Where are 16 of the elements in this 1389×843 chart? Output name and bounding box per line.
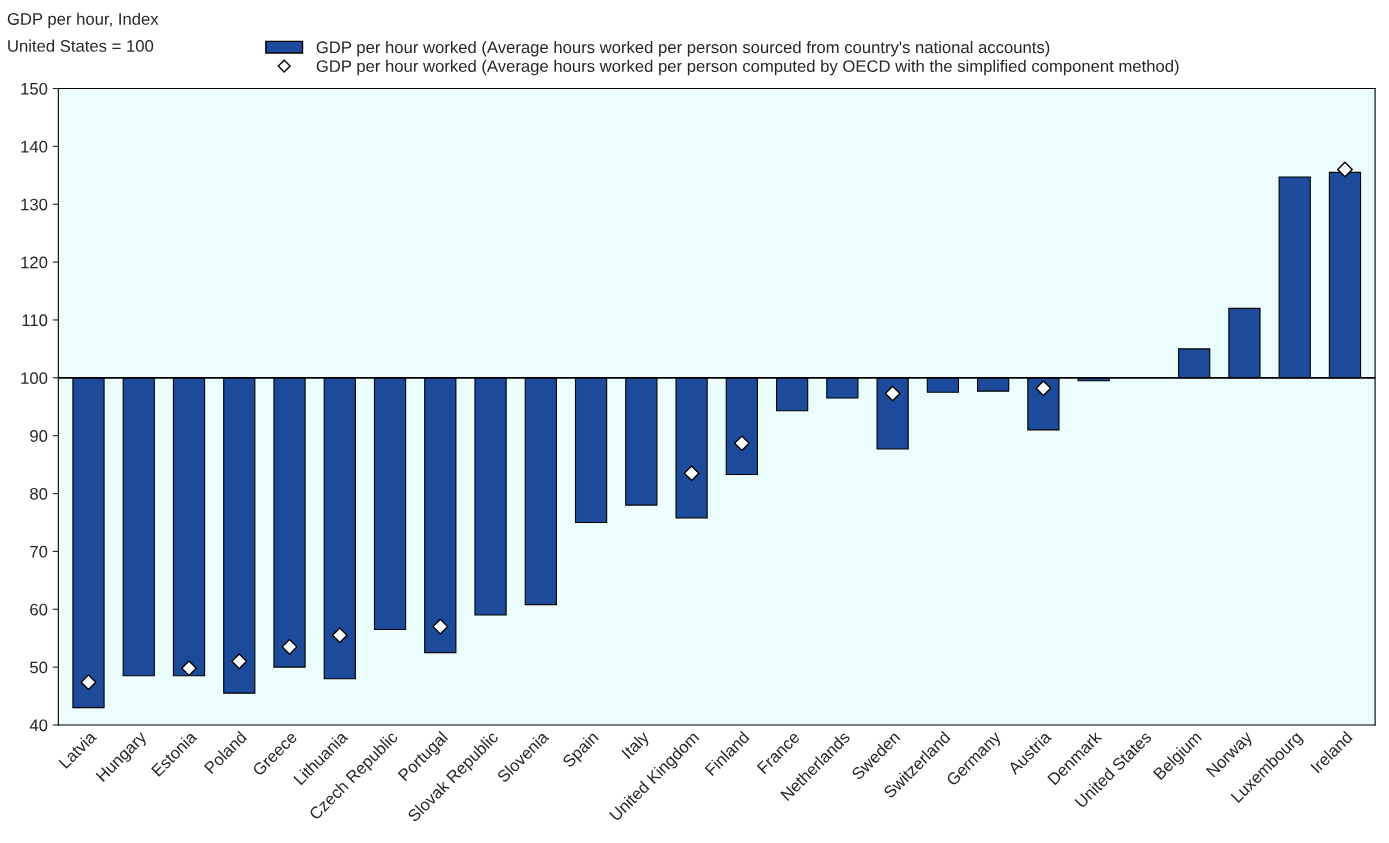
y-tick-label: 50	[30, 661, 48, 674]
y-tick-label: 140	[21, 140, 48, 153]
y-tick-label: 80	[30, 487, 48, 500]
y-tick-label: 150	[21, 82, 48, 95]
y-tick-label: 110	[22, 314, 48, 327]
y-tick-label: 120	[21, 256, 48, 269]
y-tick-label: 60	[30, 603, 48, 616]
y-tick-label: 90	[30, 430, 48, 442]
legend-label: GDP per hour worked (Average hours worked per person sourced from country's national accounts)	[316, 40, 1050, 57]
legend-label: GDP per hour worked (Average hours worked per person computed by OECD with the simplified component method)	[316, 59, 1179, 76]
y-tick-label: 100	[21, 372, 48, 385]
y-tick-label: 130	[21, 198, 48, 211]
y-tick-label: 70	[30, 545, 48, 558]
y-tick-label: 40	[29, 719, 48, 732]
chart-subtitle: United States = 100	[8, 39, 154, 52]
chart-title: GDP per hour, Index	[7, 12, 159, 29]
